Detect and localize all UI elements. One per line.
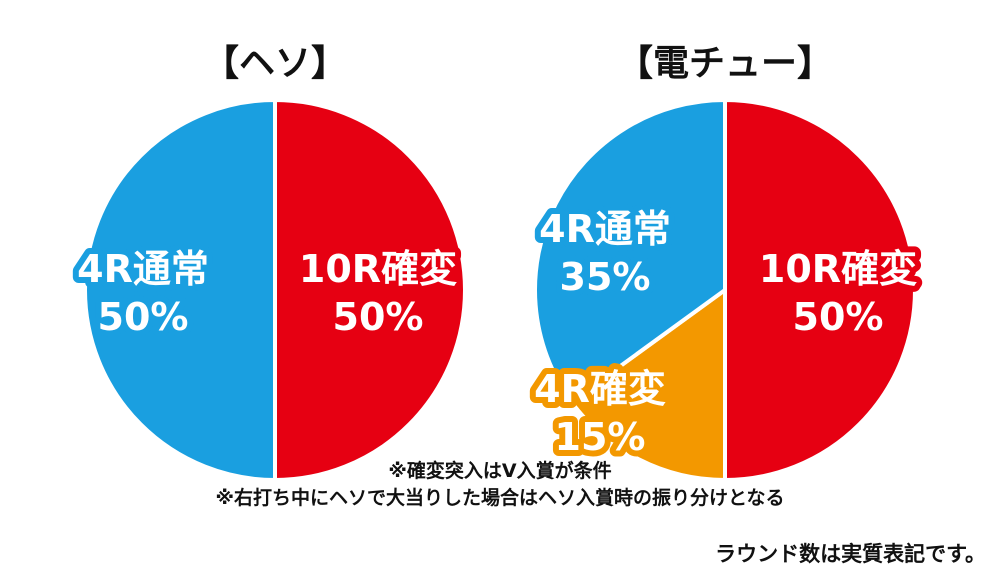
pie-slice [83,98,277,482]
note-right-shot-heso: ※右打ち中にヘソで大当りした場合はヘソ入賞時の振り分けとなる [215,487,785,509]
note-v-entry-condition: ※確変突入はV入賞が条件 [388,460,612,482]
heso-pie-chart: 【ヘソ】 10R確変 50% 4R通常 50% [71,43,467,482]
slice-label: 4R通常 35% [539,207,671,299]
pie-slice [273,98,467,482]
slice-label: 4R確変 15% [534,367,666,459]
pie-slice [533,98,727,404]
pie-slice [723,98,917,482]
chart-title: 【電チュー】 [617,43,833,84]
pie-slice [569,288,727,482]
denchu-pie-chart: 【電チュー】 10R確変 50% 4R確変 15% 4R通常 35% [528,43,923,482]
footer-round-note: ラウンド数は実質表記です。 [715,542,986,566]
slice-label: 4R通常 50% [77,247,209,339]
chart-title: 【ヘソ】 [203,43,347,84]
slice-label: 10R確変 50% [299,247,457,339]
slice-label: 10R確変 50% [759,247,917,339]
